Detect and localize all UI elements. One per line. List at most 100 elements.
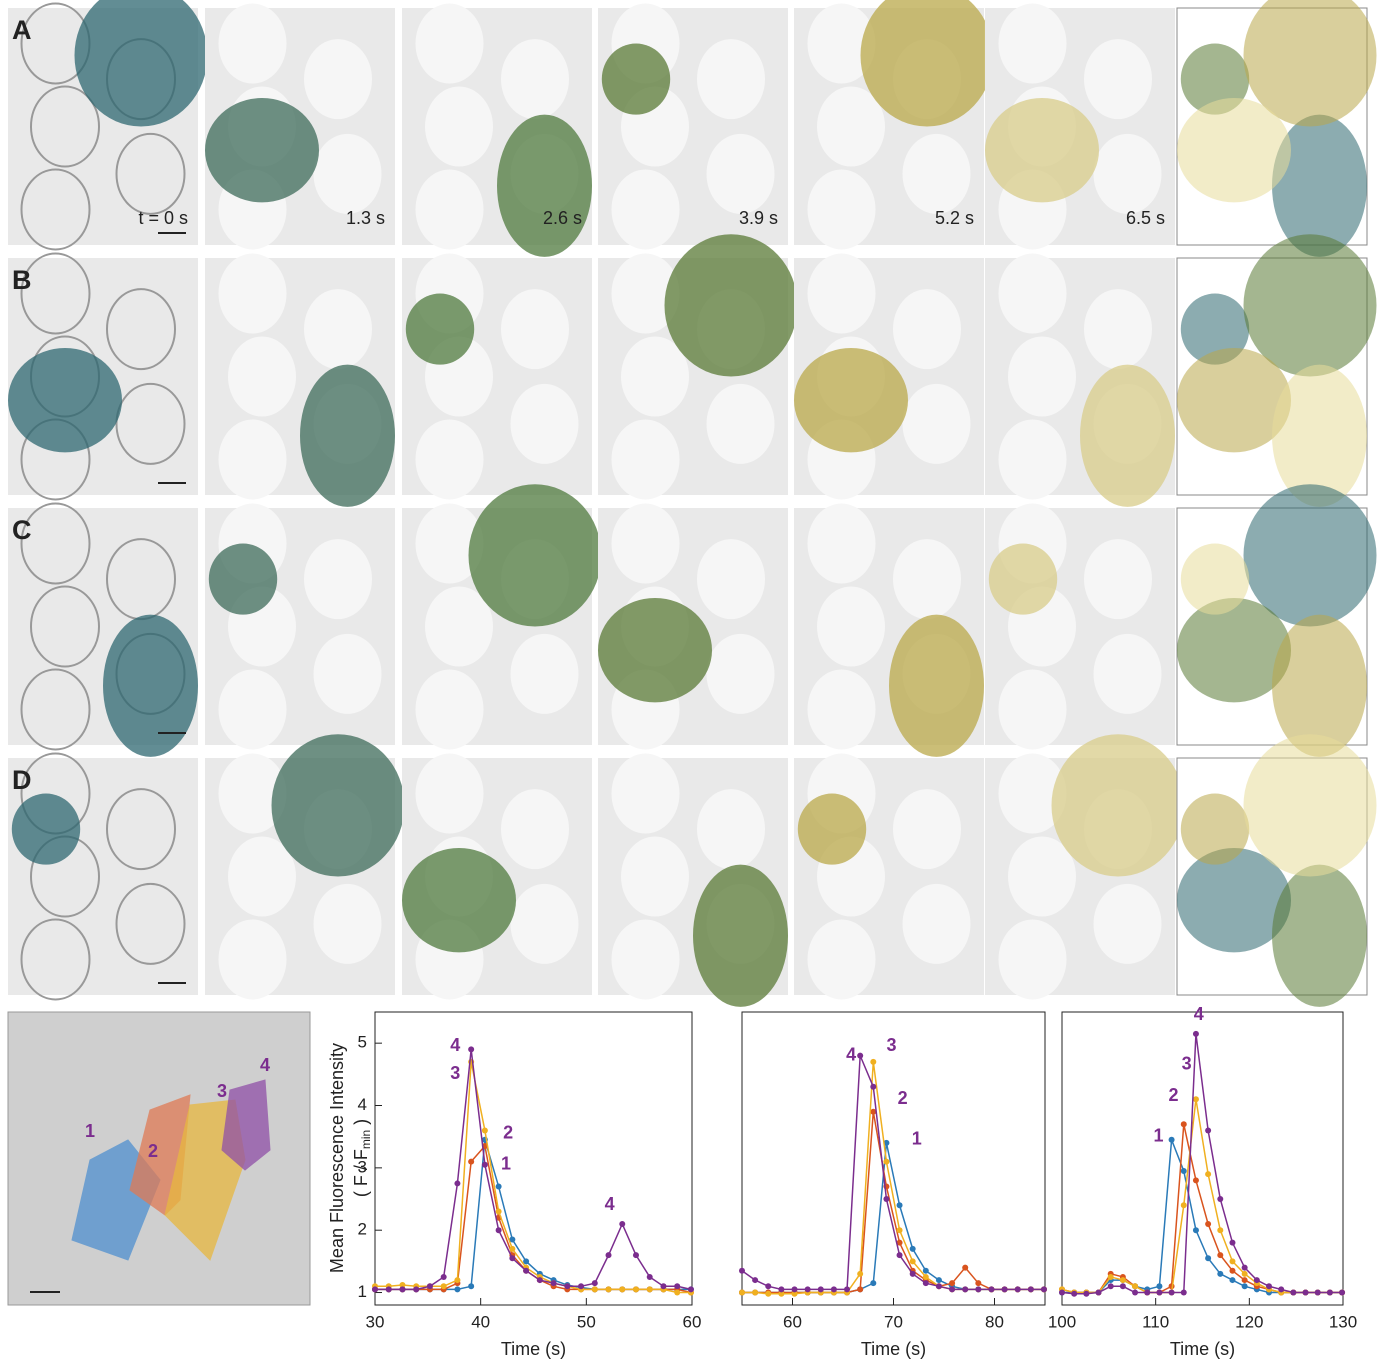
wave-region bbox=[1180, 543, 1250, 615]
data-point bbox=[1339, 1289, 1346, 1296]
data-point bbox=[830, 1286, 837, 1293]
data-point bbox=[605, 1252, 612, 1259]
image-panel bbox=[402, 484, 602, 750]
wave-region bbox=[8, 348, 122, 453]
cell-label: 3 bbox=[217, 1081, 227, 1101]
cell-nucleus bbox=[415, 753, 484, 834]
wave-region bbox=[1243, 0, 1377, 127]
cell-nucleus bbox=[807, 669, 876, 750]
image-panel bbox=[8, 502, 198, 757]
data-point bbox=[752, 1277, 759, 1284]
wave-region bbox=[601, 43, 671, 115]
wave-region bbox=[205, 98, 319, 203]
data-point bbox=[523, 1267, 530, 1274]
data-point bbox=[1314, 1289, 1321, 1296]
data-point bbox=[1205, 1220, 1212, 1227]
data-point bbox=[962, 1286, 969, 1293]
cell-nucleus bbox=[218, 919, 287, 1000]
image-panel bbox=[598, 753, 788, 1007]
data-point bbox=[1083, 1290, 1090, 1297]
data-point bbox=[509, 1245, 516, 1252]
x-axis-label: Time (s) bbox=[1170, 1339, 1235, 1359]
x-tick-label: 60 bbox=[783, 1312, 802, 1331]
cell-nucleus bbox=[697, 539, 765, 620]
cell-nucleus bbox=[415, 669, 484, 750]
data-point bbox=[1014, 1286, 1021, 1293]
image-panel bbox=[1176, 234, 1377, 507]
data-point bbox=[468, 1046, 475, 1053]
cell-nucleus bbox=[998, 253, 1067, 334]
cell-nucleus bbox=[611, 919, 680, 1000]
cell-nucleus bbox=[998, 419, 1067, 500]
wave-region bbox=[1080, 364, 1175, 507]
data-point bbox=[857, 1052, 864, 1059]
wave-region bbox=[1243, 734, 1377, 877]
data-point bbox=[440, 1283, 447, 1290]
cell-nucleus bbox=[313, 633, 382, 714]
series-annotation: 1 bbox=[501, 1153, 511, 1173]
data-point bbox=[674, 1289, 681, 1296]
series-annotation: 2 bbox=[898, 1088, 908, 1108]
cell-label: 4 bbox=[260, 1055, 270, 1075]
cell-nucleus bbox=[510, 633, 579, 714]
data-point bbox=[440, 1273, 447, 1280]
series-annotation: 3 bbox=[1182, 1054, 1192, 1074]
x-axis-label: Time (s) bbox=[861, 1339, 926, 1359]
cell-nucleus bbox=[20, 668, 91, 751]
image-panel bbox=[985, 253, 1175, 507]
cell-label: 1 bbox=[85, 1121, 95, 1141]
data-point bbox=[1144, 1289, 1151, 1296]
data-point bbox=[1040, 1286, 1047, 1293]
data-point bbox=[1290, 1289, 1297, 1296]
cell-nucleus bbox=[313, 883, 382, 964]
cell-nucleus bbox=[425, 586, 493, 667]
cell-nucleus bbox=[510, 383, 579, 464]
y-tick-label: 3 bbox=[358, 1157, 367, 1176]
data-point bbox=[578, 1283, 585, 1290]
x-tick-label: 60 bbox=[683, 1312, 702, 1331]
data-point bbox=[883, 1196, 890, 1203]
cell-nucleus bbox=[902, 383, 971, 464]
panel-letter: A bbox=[12, 15, 32, 45]
wave-region bbox=[1177, 98, 1291, 203]
data-point bbox=[1241, 1283, 1248, 1290]
data-point bbox=[646, 1286, 653, 1293]
x-tick-label: 70 bbox=[884, 1312, 903, 1331]
data-point bbox=[591, 1286, 598, 1293]
data-point bbox=[399, 1286, 406, 1293]
x-tick-label: 30 bbox=[366, 1312, 385, 1331]
cell-nucleus bbox=[1084, 539, 1152, 620]
cell-nucleus bbox=[807, 503, 876, 584]
y-axis-label: Mean Fluorescence Intensity bbox=[327, 1043, 347, 1273]
cell-nucleus bbox=[218, 253, 287, 334]
cell-nucleus bbox=[218, 3, 287, 84]
data-point bbox=[481, 1161, 488, 1168]
cell-nucleus bbox=[106, 788, 176, 871]
cell-nucleus bbox=[807, 253, 876, 334]
x-tick-label: 130 bbox=[1329, 1312, 1357, 1331]
data-point bbox=[1027, 1286, 1034, 1293]
cell-nucleus bbox=[415, 503, 484, 584]
cell-nucleus bbox=[115, 882, 186, 965]
x-tick-label: 40 bbox=[471, 1312, 490, 1331]
wave-region bbox=[693, 864, 788, 1007]
data-point bbox=[632, 1286, 639, 1293]
image-panel bbox=[402, 753, 592, 1000]
data-point bbox=[896, 1252, 903, 1259]
data-point bbox=[804, 1286, 811, 1293]
data-point bbox=[1180, 1289, 1187, 1296]
image-panel bbox=[205, 503, 395, 750]
data-point bbox=[1205, 1127, 1212, 1134]
x-tick-label: 120 bbox=[1235, 1312, 1263, 1331]
data-point bbox=[883, 1139, 890, 1146]
data-point bbox=[495, 1227, 502, 1234]
data-point bbox=[1326, 1289, 1333, 1296]
data-point bbox=[896, 1202, 903, 1209]
cell-nucleus bbox=[30, 85, 100, 168]
wave-region bbox=[405, 293, 475, 365]
data-point bbox=[1119, 1277, 1126, 1284]
y-tick-label: 4 bbox=[358, 1095, 367, 1114]
wave-region bbox=[468, 484, 602, 627]
data-point bbox=[1156, 1283, 1163, 1290]
data-point bbox=[660, 1283, 667, 1290]
